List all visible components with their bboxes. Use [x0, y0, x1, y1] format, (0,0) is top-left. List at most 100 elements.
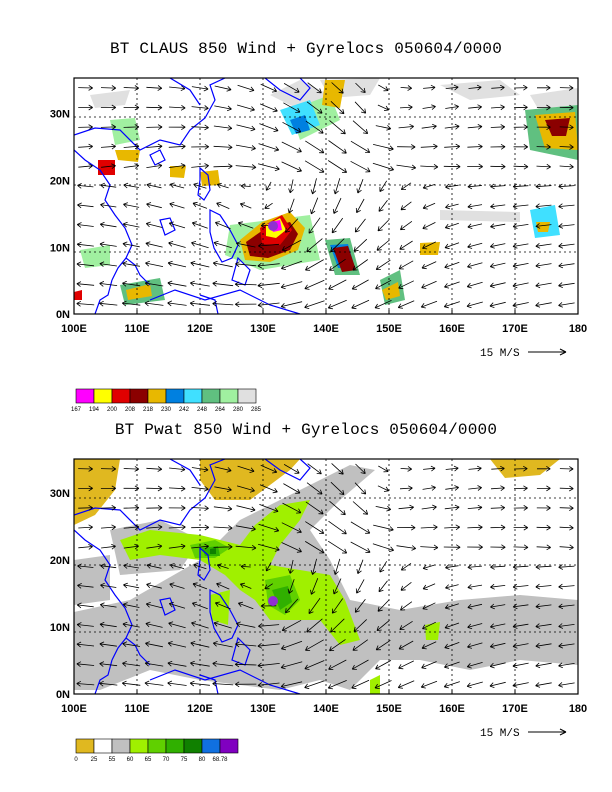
panel1-colorbar-label-5: 230 — [161, 407, 172, 413]
panel1-x-tick-2: 120E — [187, 323, 213, 335]
panel1-wind-arrow — [397, 300, 415, 309]
panel2-colorbar-label-6: 75 — [181, 757, 188, 763]
panel2-wind-arrow — [558, 623, 575, 629]
panel1-wind-arrow — [444, 123, 460, 130]
panel2-y-tick-2: 20N — [50, 555, 70, 567]
panel2-wind-arrow — [122, 641, 140, 647]
panel2-wind-arrow — [168, 621, 186, 629]
panel2-wind-arrow — [536, 505, 551, 511]
panel2-wind-arrow — [213, 621, 232, 629]
panel1-wind-arrow — [330, 238, 345, 253]
panel1-wind-arrow — [145, 260, 164, 267]
panel1-wind-arrow — [259, 123, 279, 132]
panel2-wind-arrow — [375, 660, 392, 670]
panel2-wind-arrow — [308, 597, 321, 614]
panel2-wind-arrow — [236, 505, 256, 513]
panel1-colorbar-swatch-0 — [75, 388, 95, 404]
panel2-wind-arrow — [260, 464, 278, 474]
panel1-wind-vectors — [76, 82, 575, 310]
panel2-wind-arrow — [466, 662, 483, 669]
panel1-colorbar-swatch-6 — [183, 388, 203, 404]
panel1-coastline — [74, 78, 311, 314]
panel1-wind-arrow — [167, 260, 187, 268]
panel2-wind-arrow — [400, 562, 412, 571]
panel1-wind-arrow — [259, 103, 278, 113]
panel1-wind-arrow — [78, 104, 93, 111]
panel2-wind-arrow — [146, 505, 163, 511]
panel1-wind-arrow — [489, 262, 506, 269]
panel2-wind-arrow — [377, 485, 390, 492]
panel2-wind-arrow — [537, 465, 551, 472]
panel2-colorbar-swatch-7 — [201, 738, 221, 754]
panel2-x-tick-2: 120E — [187, 703, 213, 715]
panel2-wind-arrow — [212, 641, 233, 648]
panel1-wind-arrow — [235, 164, 257, 170]
panel1-wind-arrow — [377, 219, 389, 232]
panel1-wind-arrow — [512, 302, 529, 308]
panel2-wind-arrow — [422, 621, 436, 630]
panel1-wind-arrow — [443, 163, 461, 170]
panel2-wind-arrow — [490, 485, 505, 492]
panel2-wind-arrow — [421, 504, 437, 511]
panel1-wind-arrow — [513, 124, 528, 130]
panel2-wind-arrow — [100, 582, 117, 589]
panel1-wind-arrow — [123, 143, 140, 150]
panel2-wind-arrow — [77, 583, 94, 589]
panel1-wind-arrow — [558, 183, 575, 190]
panel1-wind-arrow — [281, 141, 302, 153]
panel1-x-tick-0: 100E — [61, 323, 87, 335]
panel1-wind-arrow — [190, 260, 210, 268]
panel1-wind-arrow — [490, 183, 506, 190]
panel2-wind-arrow — [190, 660, 210, 667]
panel1-gyre-marker — [268, 221, 278, 231]
panel2-wind-arrow — [467, 564, 483, 570]
panel1-y-tick-2: 20N — [50, 176, 70, 188]
panel2-wind-arrow — [283, 483, 301, 494]
panel1-wind-arrow — [420, 143, 438, 150]
panel1-wind-arrow — [304, 279, 325, 290]
panel2-wind-arrow — [400, 581, 412, 591]
panel1-wind-arrow — [280, 301, 303, 309]
panel1-wind-arrow — [99, 300, 118, 307]
panel1-wind-arrow — [327, 160, 348, 173]
panel1-wind-arrow — [78, 85, 93, 91]
panel2-wind-arrow — [399, 485, 413, 492]
panel2-wind-arrow — [399, 620, 413, 630]
panel2-x-tick-8: 180 — [569, 703, 587, 715]
panel1-wind-arrow — [328, 279, 347, 290]
panel2-wind-arrow — [467, 524, 483, 531]
panel1-wind-arrow — [308, 217, 321, 234]
panel2-wind-arrow — [239, 582, 252, 589]
panel1-wind-arrow — [168, 221, 186, 229]
panel2-wind-arrow — [330, 618, 345, 633]
panel1-wind-arrow — [558, 242, 575, 249]
panel2-wind-arrow — [328, 520, 347, 535]
panel2-wind-arrow — [444, 603, 459, 610]
panel1-wind-arrow — [146, 182, 162, 189]
panel1-wind-arrow — [445, 203, 459, 210]
panel1-wind-arrow — [78, 163, 93, 170]
panel2-wind-arrow — [234, 681, 257, 688]
panel1-wind-arrow — [101, 163, 116, 169]
panel2-wind-arrow — [76, 661, 95, 668]
panel2-wind-arrow — [257, 543, 280, 552]
panel1-wind-arrow — [285, 218, 299, 233]
panel1-wind-arrow — [76, 222, 94, 228]
panel1-colorbar-swatch-1 — [93, 388, 113, 404]
panel2-wind-arrow — [491, 465, 505, 472]
panel1-wind-arrow — [558, 203, 575, 210]
panel1-wind-arrow — [214, 221, 231, 229]
panel1-wind-arrow — [396, 164, 417, 171]
panel1-wind-arrow — [122, 241, 140, 248]
panel2-colorbar: 0 25 55 60 65 70 75 80 68.78 — [74, 738, 239, 763]
panel1-wind-arrow — [422, 222, 436, 230]
panel1-wind-arrow — [212, 280, 234, 287]
panel1-wind-arrow — [535, 262, 552, 269]
panel2-wind-arrow — [281, 522, 302, 534]
panel1-wind-arrow — [558, 282, 575, 288]
panel1-wind-arrow — [444, 261, 460, 269]
panel2-wind-arrow — [422, 583, 436, 590]
panel1-wind-arrow — [100, 182, 117, 189]
panel2-colorbar-label-2: 55 — [109, 757, 116, 763]
panel1-wind-arrow — [421, 123, 437, 130]
